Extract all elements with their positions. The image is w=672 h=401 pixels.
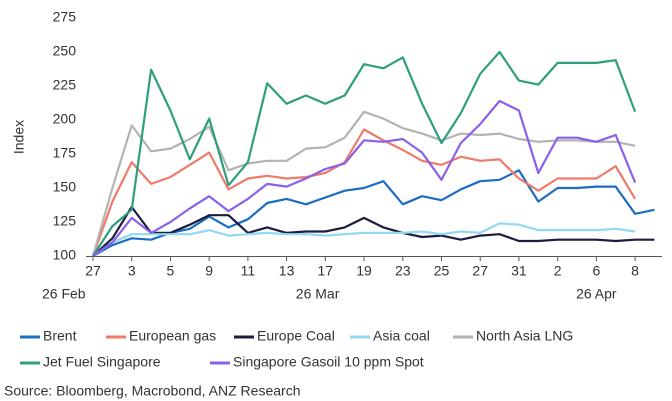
x-tick-label: 27 (85, 263, 101, 279)
period-label: 26 Apr (576, 286, 617, 302)
series-line (92, 222, 636, 257)
x-tick-label: 2 (554, 263, 562, 279)
x-tick-label: 6 (592, 263, 600, 279)
x-tick-label: 13 (279, 263, 295, 279)
y-tick-label: 250 (53, 43, 77, 59)
x-tick-label: 17 (318, 263, 334, 279)
legend-label: Jet Fuel Singapore (43, 354, 161, 370)
y-tick-label: 150 (53, 179, 77, 195)
series-line (92, 169, 655, 257)
y-axis-label: Index (11, 120, 27, 154)
source-note: Source: Bloomberg, Macrobond, ANZ Resear… (4, 383, 300, 399)
legend-label: Singapore Gasoil 10 ppm Spot (233, 354, 424, 370)
y-tick-label: 200 (53, 111, 77, 127)
y-tick-label: 225 (53, 77, 77, 93)
series-line (92, 205, 655, 257)
series-line (92, 99, 637, 257)
x-tick-label: 27 (472, 263, 488, 279)
y-tick-label: 175 (53, 145, 77, 161)
legend-label: Europe Coal (257, 328, 335, 344)
series-line (92, 50, 637, 257)
x-tick-label: 8 (631, 263, 639, 279)
x-tick-label: 19 (356, 263, 372, 279)
y-tick-label: 100 (53, 247, 77, 263)
x-tick-label: 23 (395, 263, 411, 279)
legend-label: North Asia LNG (476, 328, 573, 344)
legend-label: Brent (43, 328, 77, 344)
period-label: 26 Mar (296, 286, 340, 302)
series-line (91, 128, 637, 257)
legend-label: Asia coal (373, 328, 430, 344)
x-tick-label: 11 (241, 263, 256, 279)
y-tick-label: 275 (53, 9, 77, 25)
x-tick-label: 3 (128, 263, 136, 279)
x-tick-label: 9 (205, 263, 213, 279)
period-label: 26 Feb (42, 286, 86, 302)
x-tick-label: 31 (511, 263, 527, 279)
legend-label: European gas (129, 328, 216, 344)
y-tick-label: 125 (53, 213, 77, 229)
x-tick-label: 25 (434, 263, 450, 279)
x-tick-label: 5 (167, 263, 175, 279)
